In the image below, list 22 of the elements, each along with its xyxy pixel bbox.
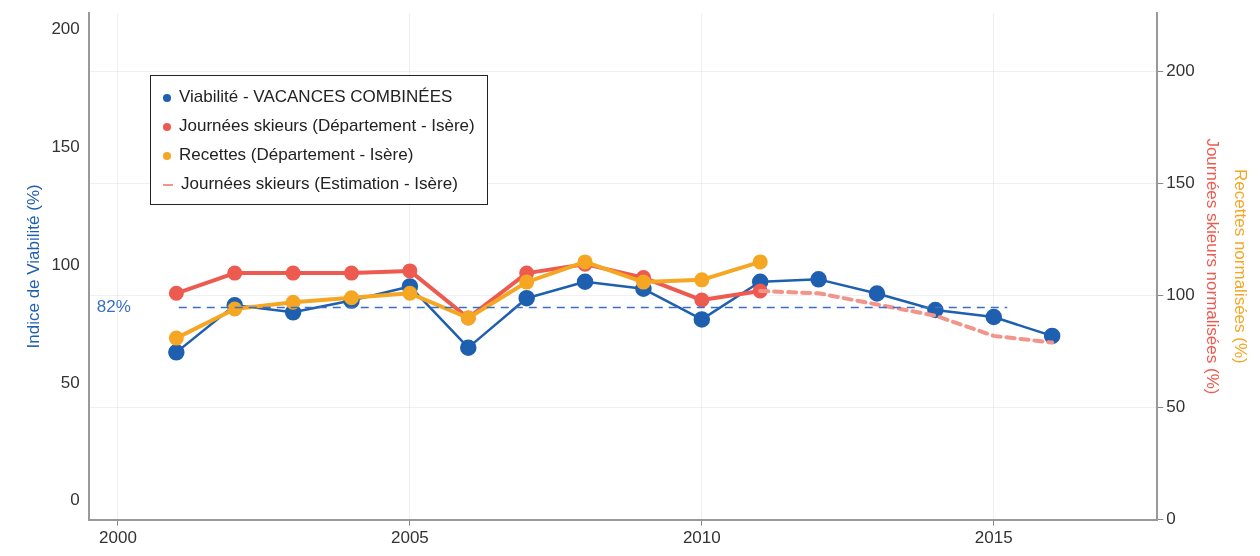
x-tick-label: 2010 (682, 528, 721, 548)
legend-label: Viabilité - VACANCES COMBINÉES (178, 86, 454, 108)
y-tick-label: 200 (51, 19, 80, 39)
y3-axis-title: Recettes normalisées (%) (1231, 169, 1251, 364)
y-axis-title: Indice de Viabilité (%) (23, 184, 43, 349)
y2-tick-label: 100 (1166, 285, 1195, 305)
y2-tick-label: 50 (1166, 397, 1186, 417)
legend-label: Journées skieurs (Département - Isère) (178, 115, 475, 137)
x-tick-label: 2015 (974, 528, 1013, 548)
legend-label: Recettes (Département - Isère) (178, 144, 415, 166)
y2-axis-title: Journées skieurs normalisées (%) (1203, 138, 1223, 395)
y-tick-label: 0 (70, 490, 80, 510)
y2-tick-label: 0 (1166, 509, 1176, 529)
y2-tick-label: 200 (1166, 61, 1195, 81)
y-tick-label: 150 (51, 137, 80, 157)
y-tick-label: 100 (51, 254, 80, 274)
x-tick-label: 2000 (99, 528, 137, 548)
legend-label: Journées skieurs (Estimation - Isère) (180, 173, 459, 195)
y-tick-label: 50 (60, 372, 80, 392)
x-tick-label: 2005 (390, 528, 429, 548)
ref-line-label: 82% (96, 297, 131, 317)
y2-tick-label: 150 (1166, 173, 1195, 193)
